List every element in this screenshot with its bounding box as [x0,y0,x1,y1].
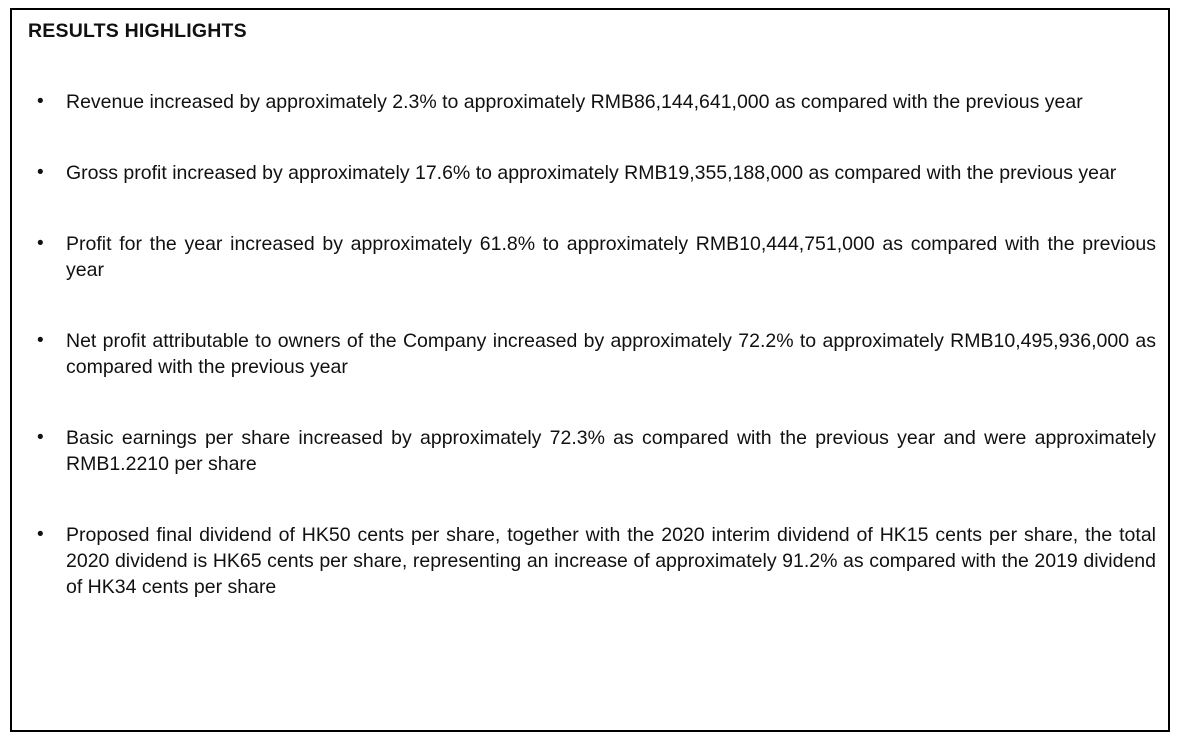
bullet-text-gross-profit: Gross profit increased by approximately … [66,162,1117,184]
bullet-marker-icon: • [37,162,44,183]
bullet-item-dividend: • Proposed final dividend of HK50 cents … [28,522,1156,600]
results-highlights-box: RESULTS HIGHLIGHTS • Revenue increased b… [10,8,1170,732]
section-title: RESULTS HIGHLIGHTS [28,20,247,42]
bullet-text-basic-eps: Basic earnings per share increased by ap… [66,427,1156,475]
bullet-text-dividend: Proposed final dividend of HK50 cents pe… [66,524,1156,598]
bullet-text-profit-for-year: Profit for the year increased by approxi… [66,233,1156,281]
bullet-item-gross-profit: • Gross profit increased by approximatel… [28,160,1156,186]
bullet-marker-icon: • [37,524,44,545]
bullet-list: • Revenue increased by approximately 2.3… [28,89,1156,600]
bullet-text-net-profit: Net profit attributable to owners of the… [66,330,1156,378]
bullet-marker-icon: • [37,427,44,448]
bullet-item-basic-eps: • Basic earnings per share increased by … [28,425,1156,477]
bullet-item-revenue: • Revenue increased by approximately 2.3… [28,89,1156,115]
bullet-marker-icon: • [37,233,44,254]
bullet-item-net-profit: • Net profit attributable to owners of t… [28,328,1156,380]
bullet-item-profit-for-year: • Profit for the year increased by appro… [28,231,1156,283]
bullet-text-revenue: Revenue increased by approximately 2.3% … [66,91,1083,113]
bullet-marker-icon: • [37,330,44,351]
bullet-marker-icon: • [37,91,44,112]
